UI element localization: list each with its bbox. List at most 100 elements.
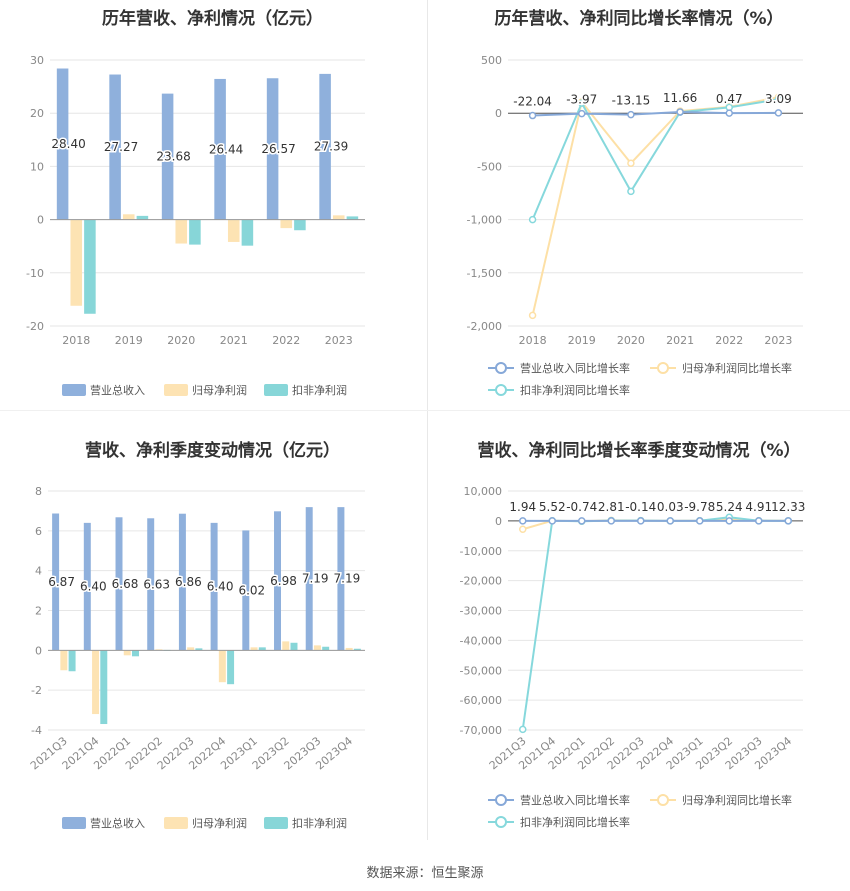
bar bbox=[83, 522, 91, 651]
bar bbox=[290, 642, 298, 651]
data-point bbox=[528, 111, 537, 120]
data-label: -0.74 bbox=[566, 500, 597, 514]
data-point bbox=[774, 109, 783, 117]
data-point bbox=[725, 517, 733, 525]
y-tick-label: -10 bbox=[26, 267, 44, 280]
bar bbox=[115, 517, 123, 651]
legend-label: 扣非净利润 bbox=[292, 383, 347, 397]
annual-amount-panel: 历年营收、净利情况（亿元） 30 20 10 0 -10 -20 2018 2019 2020 2… bbox=[0, 0, 425, 410]
bar bbox=[282, 641, 290, 651]
data-label: 7.19 bbox=[302, 572, 329, 586]
bar bbox=[353, 648, 361, 651]
bar bbox=[227, 219, 240, 242]
data-point bbox=[607, 517, 615, 525]
x-tick-label: 2019 bbox=[568, 334, 596, 347]
bar bbox=[319, 73, 331, 220]
bar bbox=[68, 650, 76, 672]
legend-label: 营业总收入 bbox=[90, 816, 145, 830]
data-label: 6.02 bbox=[238, 583, 265, 597]
bar bbox=[241, 219, 254, 246]
y-tick-label: -500 bbox=[477, 160, 502, 173]
annual-amount-chart: 30 20 10 0 -10 -20 2018 2019 2020 2021 2022 2023 28.… bbox=[26, 54, 365, 397]
data-label: 6.63 bbox=[143, 577, 170, 591]
legend-marker bbox=[495, 362, 507, 374]
bar bbox=[147, 518, 155, 651]
bar bbox=[195, 648, 203, 651]
data-label: 12.33 bbox=[771, 500, 805, 514]
y-tick-label: -60,000 bbox=[460, 694, 502, 707]
data-point bbox=[627, 110, 635, 119]
legend-marker bbox=[495, 794, 507, 806]
y-tick-label: -1,500 bbox=[467, 267, 502, 280]
y-tick-label: 4 bbox=[35, 565, 42, 578]
x-tick-label: 2018 bbox=[62, 334, 90, 347]
y-tick-label: 0 bbox=[495, 107, 502, 120]
y-tick-label: 10,000 bbox=[464, 485, 503, 498]
quarterly-growth-chart: 10,000 0 -10,000 -20,000 -30,000 -40,000 -50,0… bbox=[460, 485, 807, 829]
data-label: 27.27 bbox=[104, 140, 138, 154]
data-point bbox=[784, 517, 792, 525]
legend-swatch bbox=[264, 384, 288, 396]
data-label: 6.68 bbox=[112, 577, 139, 591]
y-tick-label: -1,000 bbox=[467, 214, 502, 227]
bar bbox=[122, 214, 135, 220]
panel-title: 历年营收、净利同比增长率情况（%） bbox=[494, 9, 784, 29]
bar bbox=[346, 216, 359, 220]
legend-swatch bbox=[62, 384, 86, 396]
data-point bbox=[666, 517, 674, 525]
annual-growth-panel: 历年营收、净利同比增长率情况（%） 500 0 -500 -1,000 -1,500 -2… bbox=[428, 0, 850, 410]
bar bbox=[258, 647, 266, 651]
bar bbox=[132, 650, 139, 657]
data-point bbox=[637, 517, 645, 525]
data-label: 4.91 bbox=[745, 500, 772, 514]
y-tick-label: 2 bbox=[35, 605, 42, 618]
y-tick-label: 500 bbox=[481, 54, 502, 67]
series-line bbox=[531, 98, 779, 220]
data-point bbox=[755, 517, 763, 525]
y-tick-label: -20,000 bbox=[460, 575, 502, 588]
legend-marker bbox=[657, 362, 669, 374]
bar bbox=[227, 650, 235, 685]
legend-label: 扣非净利润 bbox=[292, 816, 347, 830]
data-point bbox=[528, 215, 537, 224]
y-tick-label: -2,000 bbox=[467, 320, 502, 333]
data-point bbox=[548, 517, 556, 525]
data-label: 2.81 bbox=[598, 500, 625, 514]
data-label: 6.98 bbox=[270, 574, 297, 588]
legend-marker bbox=[495, 816, 507, 828]
data-label: 23.68 bbox=[156, 150, 190, 164]
panel-title: 历年营收、净利情况（亿元） bbox=[102, 9, 323, 29]
bar bbox=[266, 78, 279, 220]
y-tick-label: -40,000 bbox=[460, 634, 502, 647]
x-tick-label: 2022 bbox=[715, 334, 743, 347]
bar bbox=[332, 215, 345, 220]
bar bbox=[109, 74, 121, 220]
bar bbox=[305, 507, 313, 651]
data-label: 26.44 bbox=[209, 142, 243, 156]
y-tick-label: 0 bbox=[35, 644, 42, 657]
horizontal-divider bbox=[0, 410, 850, 411]
y-tick-label: -20 bbox=[26, 320, 44, 333]
quarterly-amount-chart: 86420-2-42021Q32021Q42022Q12022Q22022Q32… bbox=[28, 485, 365, 830]
bar bbox=[56, 68, 69, 220]
x-tick-label: 2021 bbox=[666, 334, 694, 347]
y-tick-label: -70,000 bbox=[460, 724, 502, 737]
y-tick-label: -30,000 bbox=[460, 605, 502, 618]
y-tick-label: 6 bbox=[35, 525, 42, 538]
panel-title: 营收、净利同比增长率季度变动情况（%） bbox=[477, 441, 801, 461]
data-label: 6.40 bbox=[80, 580, 107, 594]
data-label: 3.09 bbox=[765, 92, 792, 106]
legend-swatch bbox=[264, 817, 288, 829]
bar bbox=[189, 219, 201, 245]
legend-swatch bbox=[62, 817, 86, 829]
quarterly-amount-panel: 营收、净利季度变动情况（亿元） 8 6 4 2 0 -2 -4 2021Q3 2021Q4 202… bbox=[0, 426, 425, 841]
data-point bbox=[578, 109, 586, 118]
vertical-divider bbox=[427, 0, 428, 840]
bar bbox=[187, 647, 195, 651]
data-label: 6.40 bbox=[207, 580, 234, 594]
x-tick-label: 2022 bbox=[272, 334, 300, 347]
bar bbox=[242, 530, 250, 651]
legend-label: 营业总收入同比增长率 bbox=[520, 793, 630, 807]
y-tick-label: -4 bbox=[31, 724, 42, 737]
x-tick-label: 2020 bbox=[617, 334, 645, 347]
